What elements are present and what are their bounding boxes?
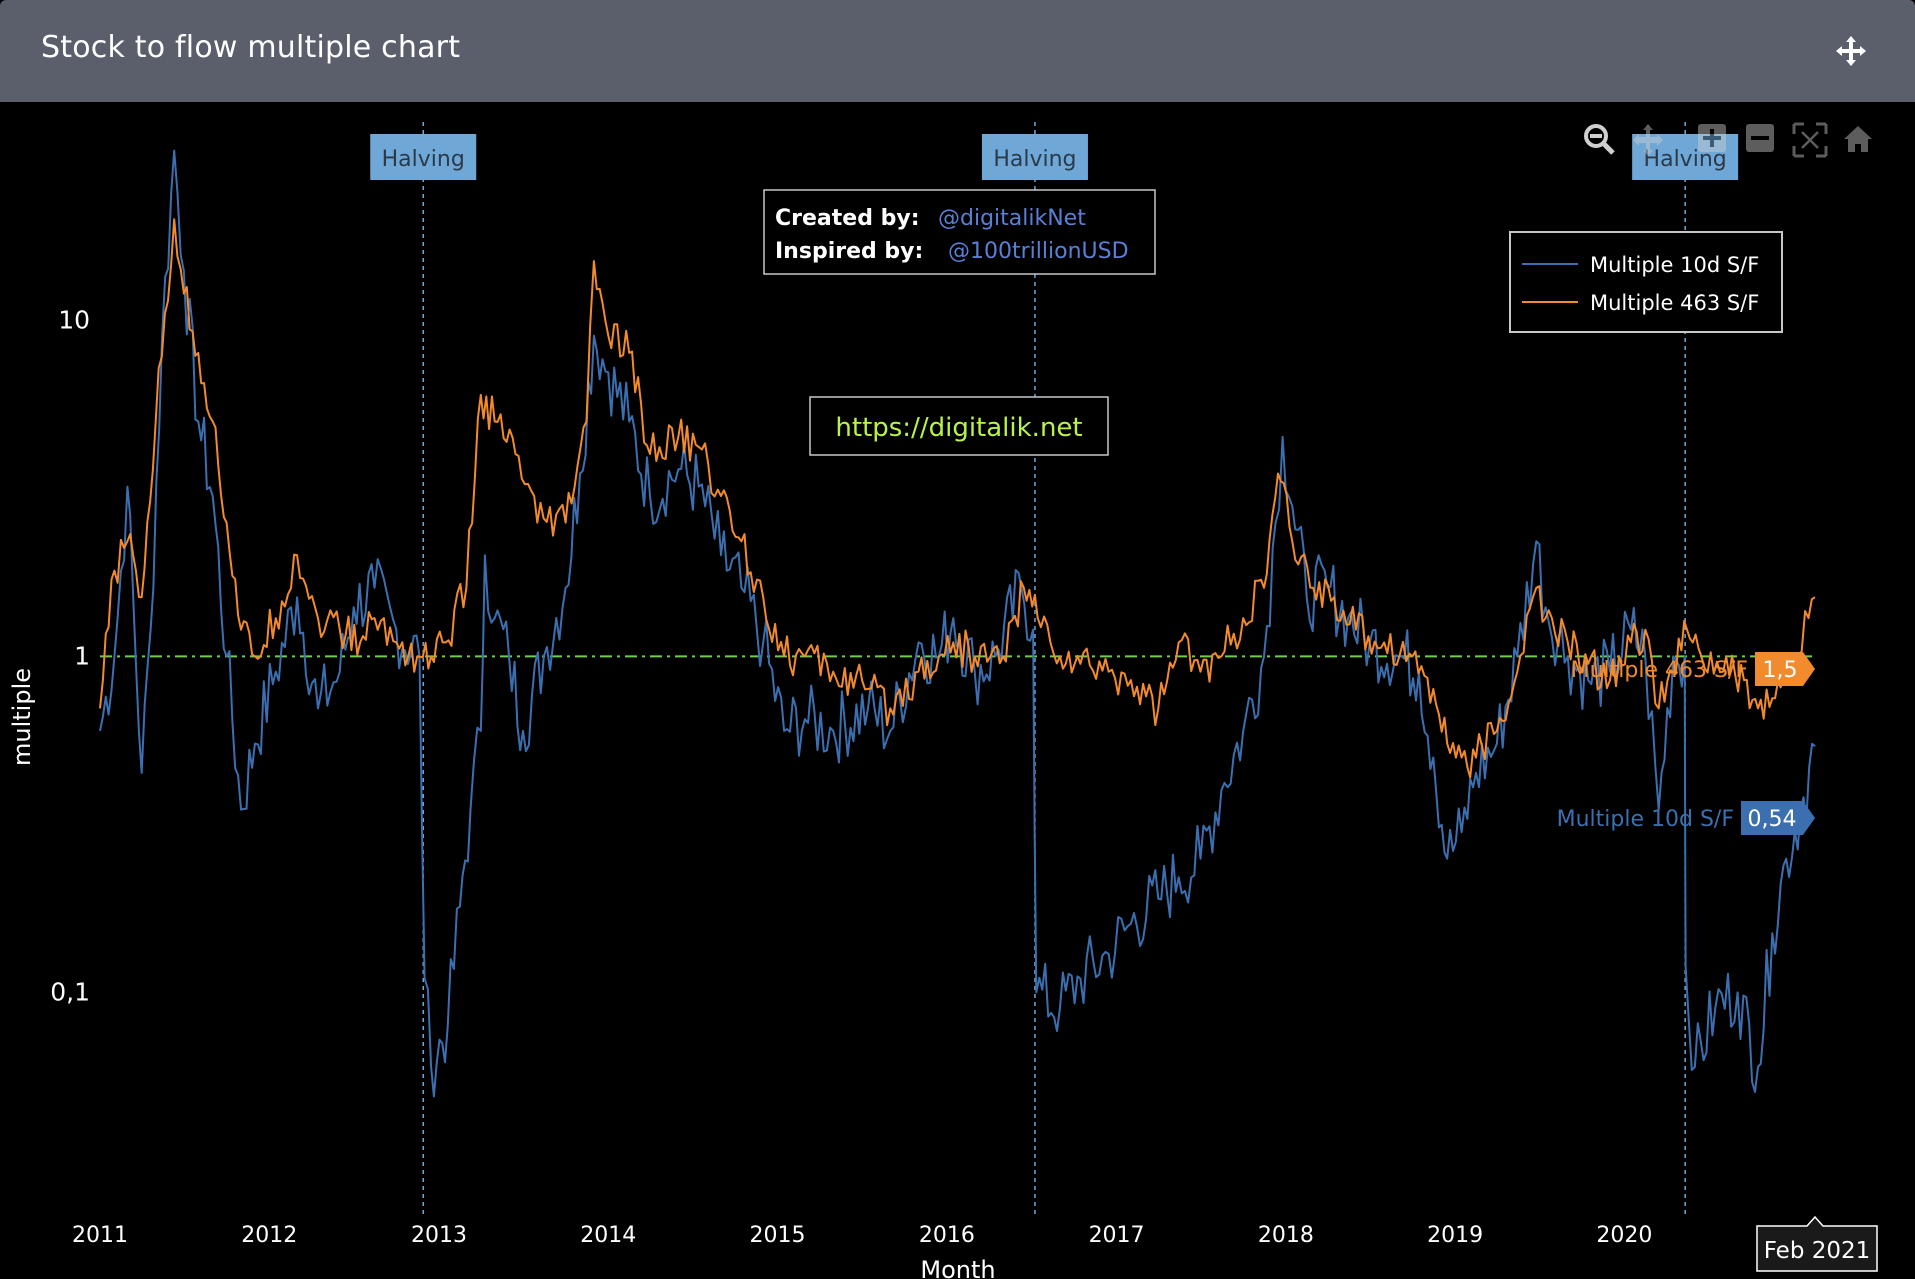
zoom-in-icon[interactable] [1698, 124, 1726, 152]
x-tick-label: 2012 [241, 1223, 297, 1248]
series-line-463[interactable] [99, 218, 1816, 779]
move-drag-icon[interactable] [1834, 34, 1868, 68]
end-label-463-value: 1,5 [1763, 658, 1798, 683]
halving-label: Halving [1632, 134, 1739, 180]
halving-label-text: Halving [382, 147, 465, 172]
legend: Multiple 10d S/F Multiple 463 S/F [1509, 231, 1783, 333]
x-axis-title: Month [920, 1256, 995, 1279]
x-tick-label: 2015 [750, 1223, 806, 1248]
zoom-icon[interactable] [1584, 124, 1615, 155]
end-label-10d-name: Multiple 10d S/F [1557, 807, 1734, 832]
panel-title: Stock to flow multiple chart [41, 30, 461, 65]
x-tick-label: 2017 [1089, 1223, 1145, 1248]
modebar [1584, 122, 1872, 158]
panel-header: Stock to flow multiple chart [0, 0, 1915, 102]
halving-label: Halving [981, 134, 1088, 180]
zoom-out-icon[interactable] [1746, 124, 1774, 152]
inspired-by-label: Inspired by: [775, 239, 923, 264]
y-axis-title: multiple [8, 668, 36, 766]
x-tick-label: 2020 [1596, 1223, 1652, 1248]
end-label-10d: Multiple 10d S/F 0,54 [1557, 801, 1815, 835]
reset-axes-home-icon[interactable] [1844, 126, 1872, 152]
end-label-10d-value: 0,54 [1748, 807, 1797, 832]
x-hover-value: Feb 2021 [1764, 1238, 1871, 1264]
inspired-by-handle[interactable]: @100trillionUSD [948, 239, 1129, 264]
halving-label-text: Halving [993, 147, 1076, 172]
url-box: https://digitalik.net [809, 396, 1109, 456]
legend-label-10d[interactable]: Multiple 10d S/F [1590, 253, 1759, 277]
x-tick-label: 2018 [1258, 1223, 1314, 1248]
autoscale-icon[interactable] [1792, 122, 1828, 158]
end-label-463-name: Multiple 463 S/F [1571, 658, 1748, 683]
x-tick-label: 2011 [72, 1223, 128, 1248]
y-tick-label: 1 [74, 641, 90, 670]
x-hover-label: Feb 2021 [1756, 1215, 1878, 1272]
x-tick-label: 2014 [580, 1223, 636, 1248]
pan-icon[interactable] [1633, 124, 1663, 156]
x-tick-label: 2019 [1427, 1223, 1483, 1248]
created-by-handle[interactable]: @digitalikNet [938, 206, 1086, 231]
y-tick-label: 10 [58, 305, 90, 334]
x-tick-label: 2013 [411, 1223, 467, 1248]
series-layer [99, 149, 1816, 1098]
site-url[interactable]: https://digitalik.net [835, 413, 1082, 443]
credits-box: Created by: @digitalikNet Inspired by: @… [763, 189, 1156, 275]
halving-label-text: Halving [1644, 147, 1727, 172]
legend-label-463[interactable]: Multiple 463 S/F [1590, 291, 1759, 315]
x-tick-label: 2016 [919, 1223, 975, 1248]
halving-label: Halving [370, 134, 477, 180]
halving-labels: Halving Halving Halving [370, 134, 1739, 180]
x-axis-ticks: 2011 2012 2013 2014 2015 2016 2017 2018 2019 2020 [72, 1223, 1652, 1248]
y-axis-ticks: 0,1 1 10 [50, 305, 90, 1006]
created-by-label: Created by: [775, 206, 920, 231]
end-label-463: Multiple 463 S/F 1,5 [1571, 652, 1815, 686]
y-tick-label: 0,1 [50, 977, 90, 1006]
